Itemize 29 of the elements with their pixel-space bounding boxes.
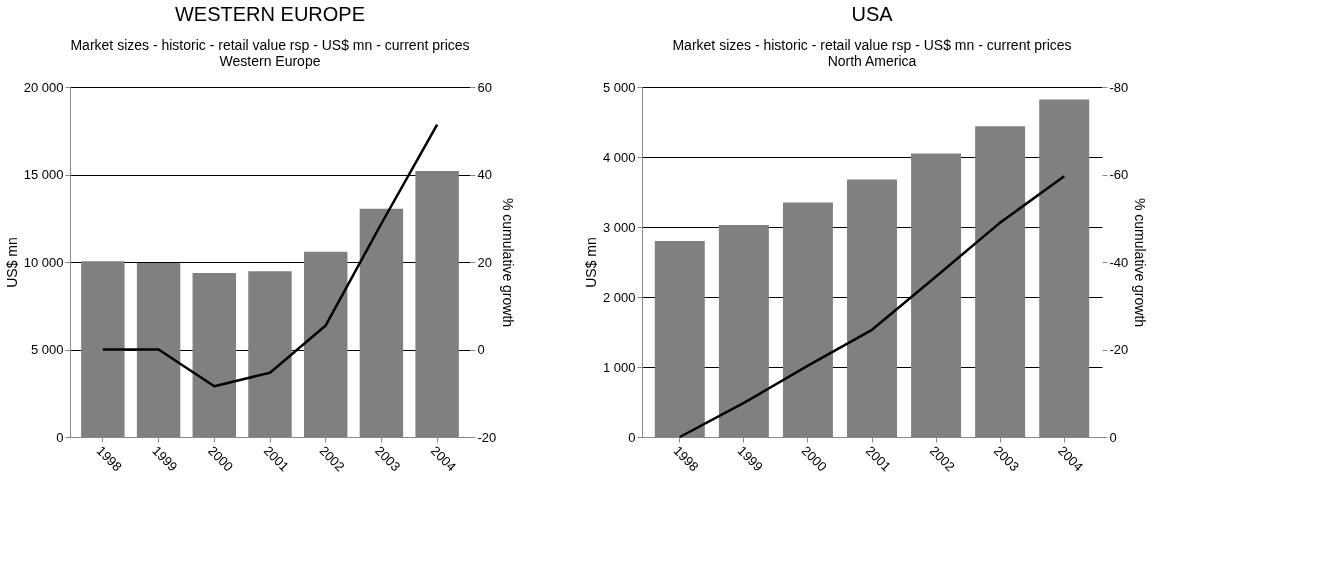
y-tick-label: 5 000 bbox=[602, 79, 636, 95]
chart-subtitle: Market sizes - historic - retail value rsp - US$ mn - current prices Western Europe bbox=[70, 37, 470, 69]
y2-tick-label: -20 bbox=[1109, 342, 1129, 357]
chart-subtitle: Market sizes - historic - retail value rsp - US$ mn - current prices North America bbox=[672, 37, 1072, 69]
y-tick-label: 5 000 bbox=[30, 342, 64, 357]
y2-tick-label: -40 bbox=[1109, 254, 1129, 270]
y-tick-label: 10 000 bbox=[23, 254, 64, 270]
y2-tick-label: -60 bbox=[1109, 167, 1129, 182]
y2-axis-title: % cumulative growth bbox=[1132, 197, 1149, 328]
y2-tick-label: -80 bbox=[1109, 79, 1129, 95]
y-tick-label: 3 000 bbox=[602, 219, 636, 235]
y-axis-title: US$ mn bbox=[3, 237, 20, 288]
y-tick-label: 1 000 bbox=[602, 359, 636, 375]
y2-axis-title: % cumulative growth bbox=[500, 197, 517, 328]
y-tick-label: 20 000 bbox=[23, 79, 64, 95]
y-tick-label: 0 bbox=[628, 429, 636, 445]
y2-tick-label: 40 bbox=[477, 167, 492, 182]
y-tick-label: 4 000 bbox=[602, 149, 636, 165]
y2-tick-label: -20 bbox=[477, 429, 497, 445]
y-tick-label: 0 bbox=[56, 429, 64, 445]
y-axis-title: US$ mn bbox=[582, 237, 599, 288]
y2-tick-label: 0 bbox=[477, 342, 485, 357]
chart-title: USA bbox=[851, 3, 894, 25]
chart-title: WESTERN EUROPE bbox=[174, 3, 366, 25]
y2-tick-label: 20 bbox=[477, 254, 492, 270]
y-tick-label: 2 000 bbox=[602, 289, 636, 305]
y2-tick-label: 60 bbox=[477, 79, 492, 95]
y-tick-label: 15 000 bbox=[23, 167, 64, 182]
y2-tick-label: 0 bbox=[1109, 429, 1117, 445]
